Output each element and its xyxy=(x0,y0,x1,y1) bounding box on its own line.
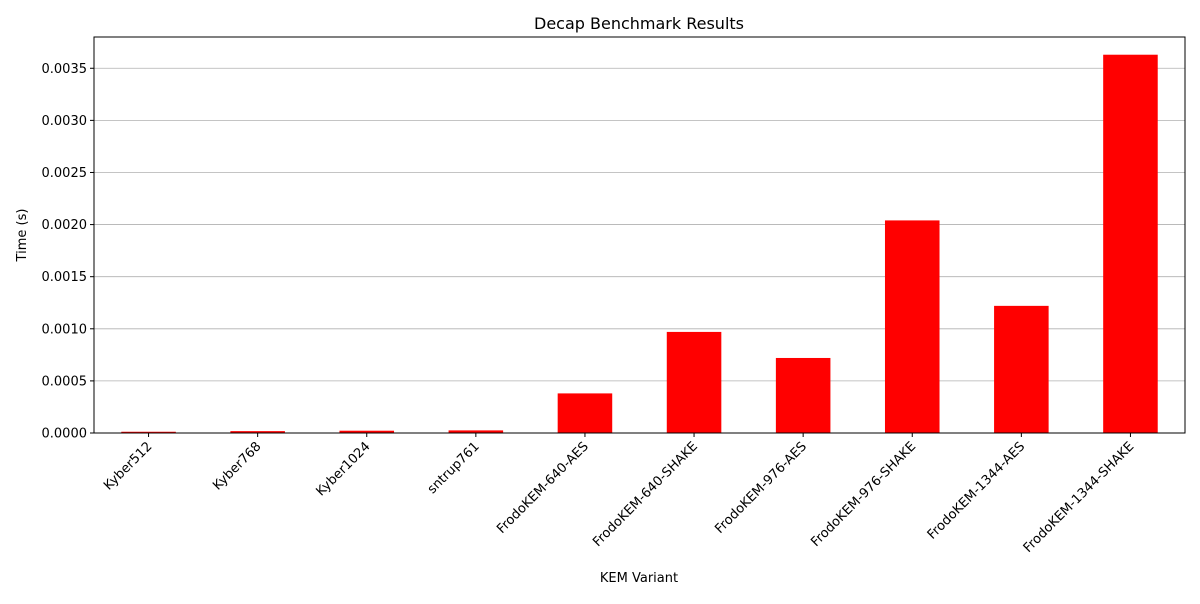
bar xyxy=(994,305,1049,433)
y-tick-label: 0.0025 xyxy=(42,166,88,181)
y-tick-label: 0.0010 xyxy=(42,322,88,337)
plot-frame xyxy=(93,36,1186,434)
y-tick-label: 0.0000 xyxy=(42,427,88,442)
bar xyxy=(884,220,940,433)
y-tick-label: 0.0035 xyxy=(42,62,88,77)
bar xyxy=(666,331,722,433)
bar xyxy=(339,430,395,433)
bar xyxy=(775,357,831,433)
bar xyxy=(448,430,504,433)
y-axis-label: Time (s) xyxy=(15,209,30,263)
y-axis-ticks: 0.0000 0.0005 0.0010 0.0015 0.0020 0.0025 0.00… xyxy=(42,62,94,442)
y-tick-label: 0.0005 xyxy=(42,374,88,389)
y-tick-label: 0.0020 xyxy=(42,218,88,233)
bar xyxy=(557,393,613,433)
y-tick-label: 0.0015 xyxy=(42,270,88,285)
x-axis-label: KEM Variant xyxy=(600,571,678,586)
y-tick-label: 0.0030 xyxy=(42,114,88,129)
bars xyxy=(121,54,1158,433)
bar xyxy=(1103,54,1158,433)
chart-title: Decap Benchmark Results xyxy=(534,14,744,33)
bar xyxy=(230,431,285,433)
bar xyxy=(121,431,176,433)
gridlines xyxy=(94,67,1185,434)
